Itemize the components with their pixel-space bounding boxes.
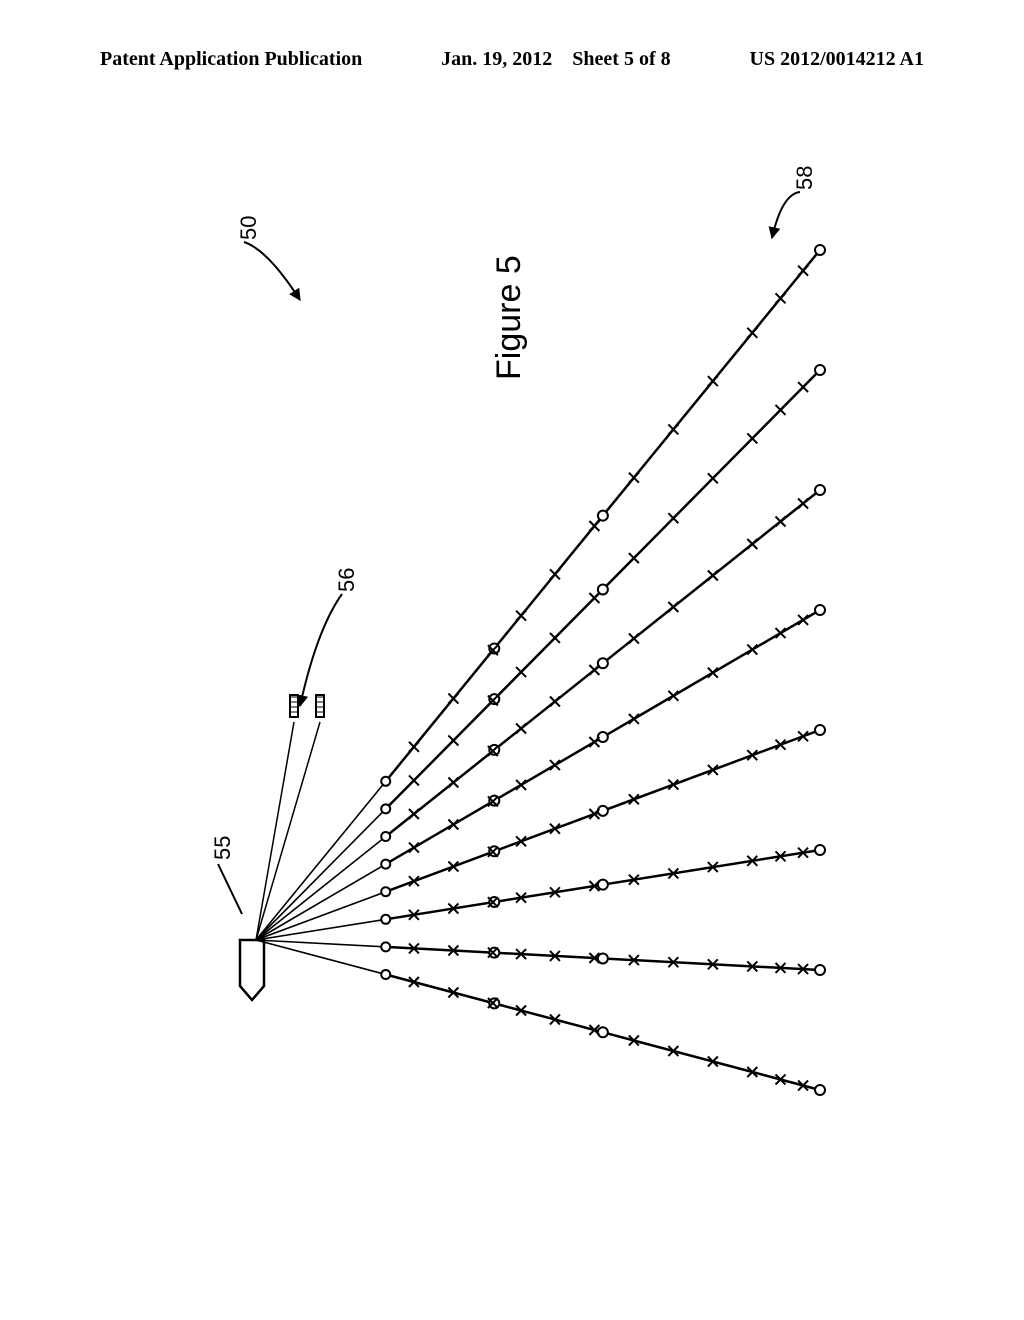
streamer-node-circle xyxy=(381,942,390,951)
streamer-node-circle xyxy=(381,860,390,869)
streamer-node-circle xyxy=(381,832,390,841)
streamer-node-circle xyxy=(598,658,608,668)
streamer-leadin xyxy=(256,837,386,941)
streamer-node-circle xyxy=(815,605,825,615)
streamer-node-circle xyxy=(815,485,825,495)
streamer-node-circle xyxy=(815,1085,825,1095)
streamer-node-circle xyxy=(598,511,608,521)
streamer-node-circle xyxy=(815,245,825,255)
streamer-node-circle xyxy=(381,804,390,813)
streamer-node-circle xyxy=(381,777,390,786)
streamer-node-circle xyxy=(815,845,825,855)
ref-leader-56 xyxy=(300,594,342,706)
ref-label-58: 58 xyxy=(792,166,818,190)
ref-leader-55 xyxy=(218,864,242,914)
streamer-node-circle xyxy=(598,806,608,816)
ref-label-50: 50 xyxy=(236,216,262,240)
streamer-leadin xyxy=(256,919,386,940)
streamer-node-circle xyxy=(598,1027,608,1037)
seismic-array-diagram xyxy=(0,0,1024,1320)
ref-label-56: 56 xyxy=(334,568,360,592)
ref-label-55: 55 xyxy=(210,836,236,860)
source-door xyxy=(290,695,298,717)
streamer-node-circle xyxy=(598,584,608,594)
streamer-node-circle xyxy=(381,970,390,979)
ref-leader-50 xyxy=(244,242,300,300)
tow-vessel xyxy=(240,940,264,1000)
source-door xyxy=(316,695,324,717)
streamer-node-circle xyxy=(815,365,825,375)
streamer-node-circle xyxy=(815,965,825,975)
streamer-node-circle xyxy=(381,915,390,924)
streamer-node-circle xyxy=(815,725,825,735)
figure-title: Figure 5 xyxy=(490,255,529,380)
streamer-node-circle xyxy=(381,887,390,896)
ref-leader-58 xyxy=(772,192,800,238)
